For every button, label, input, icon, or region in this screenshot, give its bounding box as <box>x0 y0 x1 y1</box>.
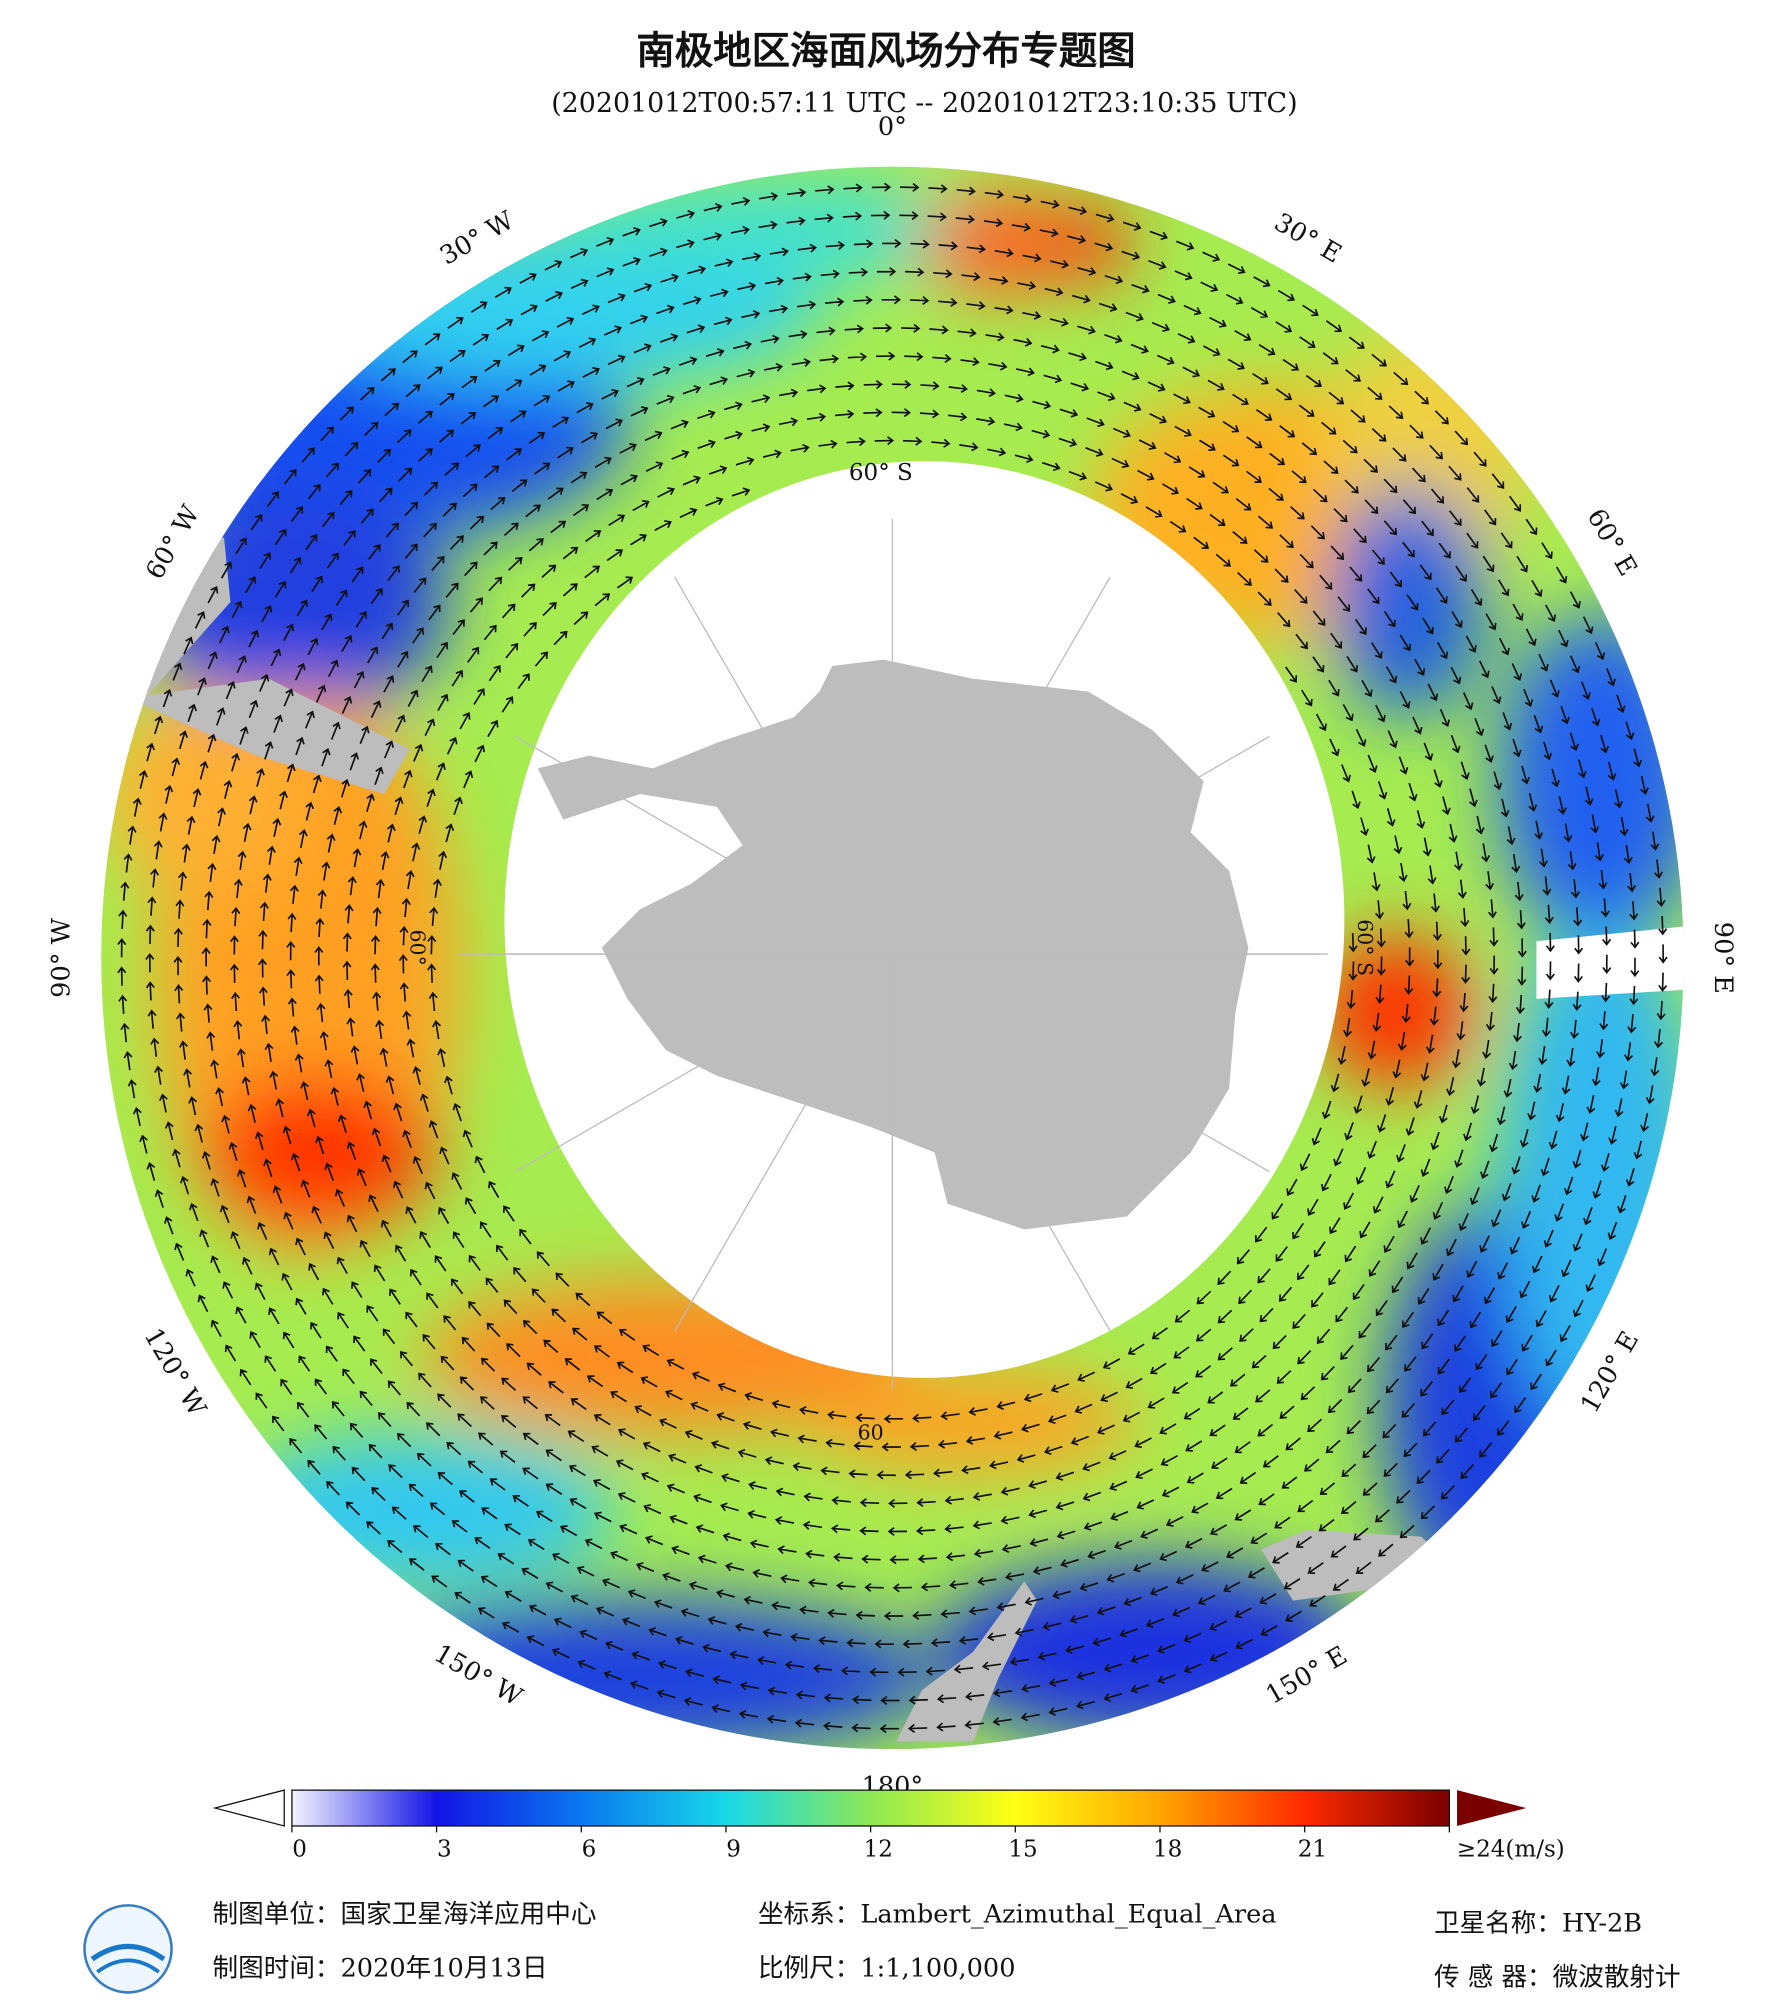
lon-label: 60° W <box>140 500 206 585</box>
map: 60° S 60 60° 60° S 0° 30° E 60° E 90° E 120°… <box>47 112 1738 1801</box>
colorbar-tick-label: 21 <box>1298 1836 1327 1862</box>
colorbar-tick-label: 3 <box>437 1836 452 1862</box>
lon-label: 0° <box>878 112 907 142</box>
colorbar-tick-label: 15 <box>1008 1836 1037 1862</box>
lon-label: 120° E <box>1575 1326 1645 1418</box>
footer-text: 制图单位：国家卫星海洋应用中心 <box>213 1900 597 1930</box>
footer-text: 坐标系：Lambert_Azimuthal_Equal_Area <box>758 1900 1277 1930</box>
lat-label: 60° <box>406 930 430 966</box>
lon-label: 30° E <box>1269 207 1347 269</box>
antarctica <box>537 659 1249 1230</box>
colorbar-tick-label: 9 <box>726 1836 741 1862</box>
footer-text: 传 感 器：微波散射计 <box>1434 1962 1681 1992</box>
colorbar: 0 3 6 9 12 15 18 21 ≥24(m/s) <box>212 1789 1565 1862</box>
lat-label: 60° S <box>849 460 913 486</box>
wind-blob <box>1049 205 1127 282</box>
lon-label: 90° E <box>1708 922 1738 994</box>
colorbar-tick-label: 12 <box>864 1836 893 1862</box>
colorbar-tick-label: ≥24(m/s) <box>1457 1836 1565 1862</box>
lat-label: 60° S <box>1353 919 1377 976</box>
wind-blob <box>345 1600 935 1750</box>
lat-label: 60 <box>858 1421 884 1445</box>
wind-blob <box>1331 486 1486 718</box>
colorbar-tick-label: 18 <box>1153 1836 1182 1862</box>
wind-blob <box>537 179 999 282</box>
title: 南极地区海面风场分布专题图 <box>636 29 1135 74</box>
lon-label: 150° E <box>1261 1640 1353 1710</box>
colorbar-scale <box>291 1789 1450 1827</box>
logo <box>83 1904 173 1994</box>
wind-blob <box>806 1370 1140 1473</box>
wind-blob <box>204 1075 436 1230</box>
lon-label: 90° W <box>47 917 77 997</box>
footer-text: 制图时间：2020年10月13日 <box>213 1953 548 1983</box>
lon-label: 30° W <box>435 205 520 271</box>
footer-text: 比例尺：1:1,100,000 <box>758 1953 1016 1983</box>
lon-label: 60° E <box>1581 504 1643 582</box>
colorbar-tick-label: 0 <box>292 1836 307 1862</box>
wind-blob <box>1318 934 1473 1089</box>
subtitle: (20201012T00:57:11 UTC -- 20201012T23:10… <box>551 88 1297 119</box>
footer-text: 卫星名称：HY-2B <box>1434 1909 1642 1939</box>
colorbar-tick-label: 6 <box>582 1836 597 1862</box>
